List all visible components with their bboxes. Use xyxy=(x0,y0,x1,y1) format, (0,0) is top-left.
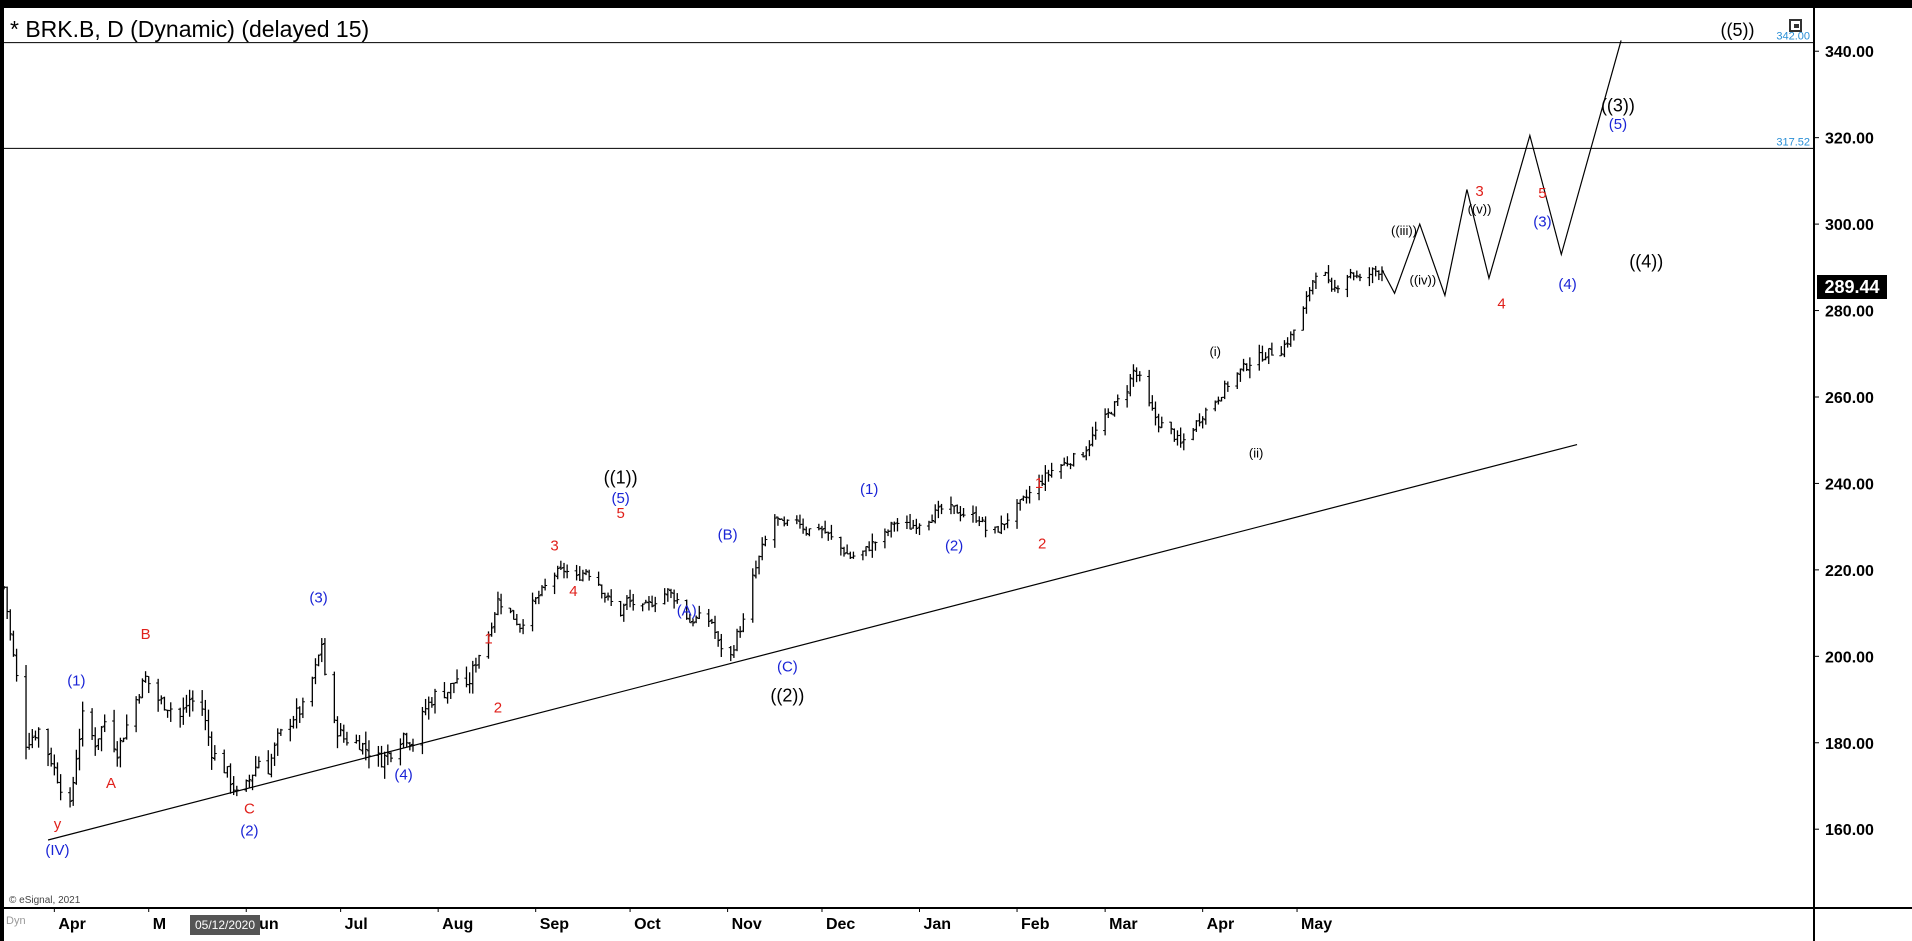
y-tick-label: 220.00 xyxy=(1825,563,1874,580)
dyn-label: Dyn xyxy=(6,915,26,927)
x-month-label: Sep xyxy=(540,916,570,933)
y-tick-label: 280.00 xyxy=(1825,304,1874,321)
x-month-label: Aug xyxy=(442,916,473,933)
ohlc-bars xyxy=(4,265,1384,808)
wave-label: (ii) xyxy=(1249,446,1263,461)
wave-label: (4) xyxy=(394,766,412,783)
x-month-label: M xyxy=(153,916,166,933)
x-month-label: Jul xyxy=(345,916,368,933)
wave-label: 5 xyxy=(616,505,624,522)
x-month-label: Apr xyxy=(1207,916,1235,933)
copyright-text: © eSignal, 2021 xyxy=(9,895,81,906)
window-restore-icon[interactable] xyxy=(1789,19,1802,32)
wave-label: ((3)) xyxy=(1601,96,1635,116)
wave-label: 3 xyxy=(1475,183,1483,200)
y-tick-label: 300.00 xyxy=(1825,217,1874,234)
y-tick-label: 240.00 xyxy=(1825,476,1874,493)
wave-label: (i) xyxy=(1209,344,1221,359)
wave-label: ((2)) xyxy=(770,686,804,706)
cursor-date-label: 05/12/2020 xyxy=(190,915,260,935)
wave-label: (4) xyxy=(1558,276,1576,293)
axis-corner xyxy=(1815,909,1912,941)
wave-label: 1 xyxy=(1035,475,1043,492)
wave-label: (A) xyxy=(677,602,697,619)
y-tick-label: 160.00 xyxy=(1825,822,1874,839)
x-month-label: Jan xyxy=(924,916,952,933)
wave-label: (IV) xyxy=(45,842,69,859)
last-price-marker: 289.44 xyxy=(1817,275,1887,299)
horizontal-level-label: 342.00 xyxy=(1776,31,1810,43)
wave-label: B xyxy=(141,626,151,643)
wave-label: 2 xyxy=(494,700,502,717)
wave-label: ((iv)) xyxy=(1410,273,1437,288)
x-month-label: Dec xyxy=(826,916,855,933)
wave-label: (5) xyxy=(1609,116,1627,133)
plot-area[interactable] xyxy=(4,8,1813,907)
horizontal-level-label: 317.52 xyxy=(1776,136,1810,148)
x-month-label: May xyxy=(1301,916,1332,933)
wave-label: (1) xyxy=(67,672,85,689)
wave-label: ((1)) xyxy=(604,467,638,487)
wave-label: C xyxy=(244,801,255,818)
wave-label: 1 xyxy=(484,630,492,647)
wave-label: ((4)) xyxy=(1629,251,1663,271)
x-month-label: Apr xyxy=(58,916,86,933)
wave-label: 3 xyxy=(550,537,558,554)
chart-title: * BRK.B, D (Dynamic) (delayed 15) xyxy=(10,16,370,42)
x-month-label: Oct xyxy=(634,916,661,933)
wave-label: (B) xyxy=(718,527,738,544)
x-month-label: Feb xyxy=(1021,916,1050,933)
wave-label: (2) xyxy=(240,823,258,840)
wave-label: (3) xyxy=(1533,213,1551,230)
time-axis[interactable] xyxy=(4,909,1813,941)
wave-label: (3) xyxy=(309,589,327,606)
wave-label: ((5)) xyxy=(1720,20,1754,40)
wave-label: 4 xyxy=(569,583,577,600)
wave-label: y xyxy=(54,816,62,833)
trendline xyxy=(47,443,1578,841)
wave-label: (1) xyxy=(860,481,878,498)
price-axis[interactable] xyxy=(1815,8,1912,907)
wave-label: (5) xyxy=(611,490,629,507)
wave-label: ((v)) xyxy=(1468,201,1492,216)
y-tick-label: 260.00 xyxy=(1825,390,1874,407)
y-tick-label: 180.00 xyxy=(1825,736,1874,753)
wave-label: A xyxy=(106,775,116,792)
wave-label: (C) xyxy=(777,658,798,675)
wave-label: 5 xyxy=(1538,185,1546,202)
x-month-label: Nov xyxy=(732,916,762,933)
projection-path xyxy=(1381,40,1622,298)
y-tick-label: 320.00 xyxy=(1825,131,1874,148)
x-month-label: Mar xyxy=(1109,916,1137,933)
wave-label: ((iii)) xyxy=(1391,223,1417,238)
wave-label: 2 xyxy=(1038,535,1046,552)
y-tick-label: 200.00 xyxy=(1825,649,1874,666)
wave-label: (2) xyxy=(945,537,963,554)
wave-label: 4 xyxy=(1497,295,1505,312)
y-tick-label: 340.00 xyxy=(1825,44,1874,61)
